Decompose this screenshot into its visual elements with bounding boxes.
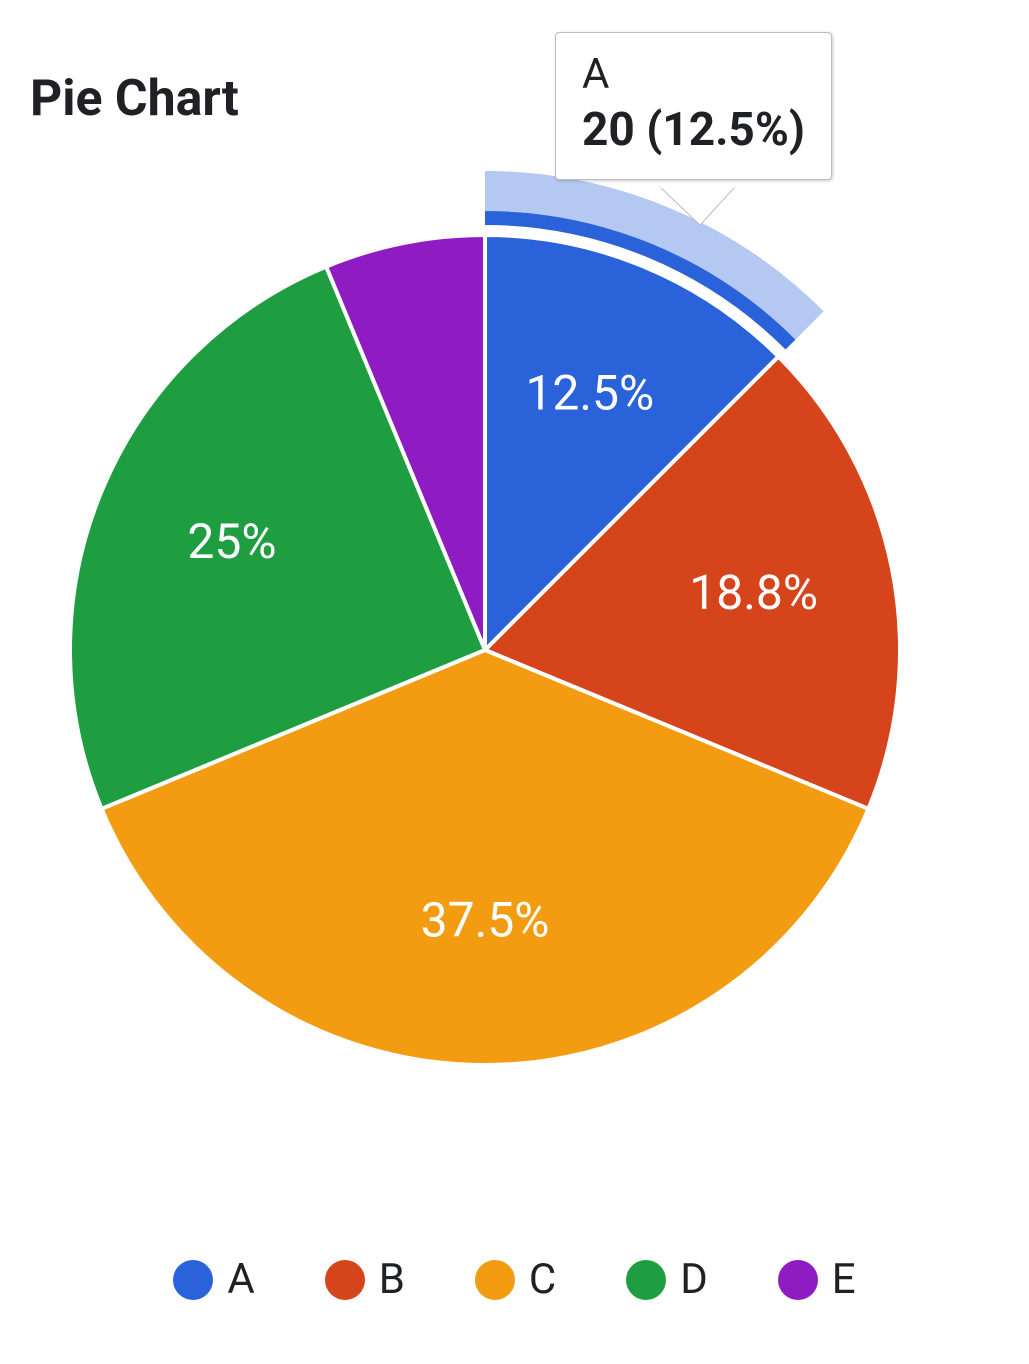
legend-label: A xyxy=(227,1255,254,1304)
legend-item-d[interactable]: D xyxy=(626,1255,708,1304)
legend-label: D xyxy=(680,1255,708,1304)
legend: A B C D E xyxy=(0,1255,1029,1304)
slice-label-b: 18.8% xyxy=(689,564,818,621)
legend-label: B xyxy=(379,1255,405,1304)
legend-swatch xyxy=(626,1260,666,1300)
legend-item-e[interactable]: E xyxy=(778,1255,856,1304)
slice-label-a: 12.5% xyxy=(525,365,654,422)
legend-item-b[interactable]: B xyxy=(325,1255,405,1304)
slice-label-d: 25% xyxy=(187,513,276,570)
legend-swatch xyxy=(325,1260,365,1300)
tooltip-value: 20 (12.5%) xyxy=(582,102,805,160)
tooltip: A 20 (12.5%) xyxy=(555,32,832,180)
legend-swatch xyxy=(173,1260,213,1300)
legend-swatch xyxy=(475,1260,515,1300)
legend-swatch xyxy=(778,1260,818,1300)
legend-item-c[interactable]: C xyxy=(475,1255,556,1304)
legend-label: C xyxy=(529,1255,556,1304)
pie-chart[interactable]: 12.5% 18.8% 37.5% 25% xyxy=(0,0,1029,1364)
tooltip-series-name: A xyxy=(582,49,805,102)
legend-item-a[interactable]: A xyxy=(173,1255,254,1304)
legend-label: E xyxy=(832,1255,856,1304)
slice-label-c: 37.5% xyxy=(421,892,550,949)
